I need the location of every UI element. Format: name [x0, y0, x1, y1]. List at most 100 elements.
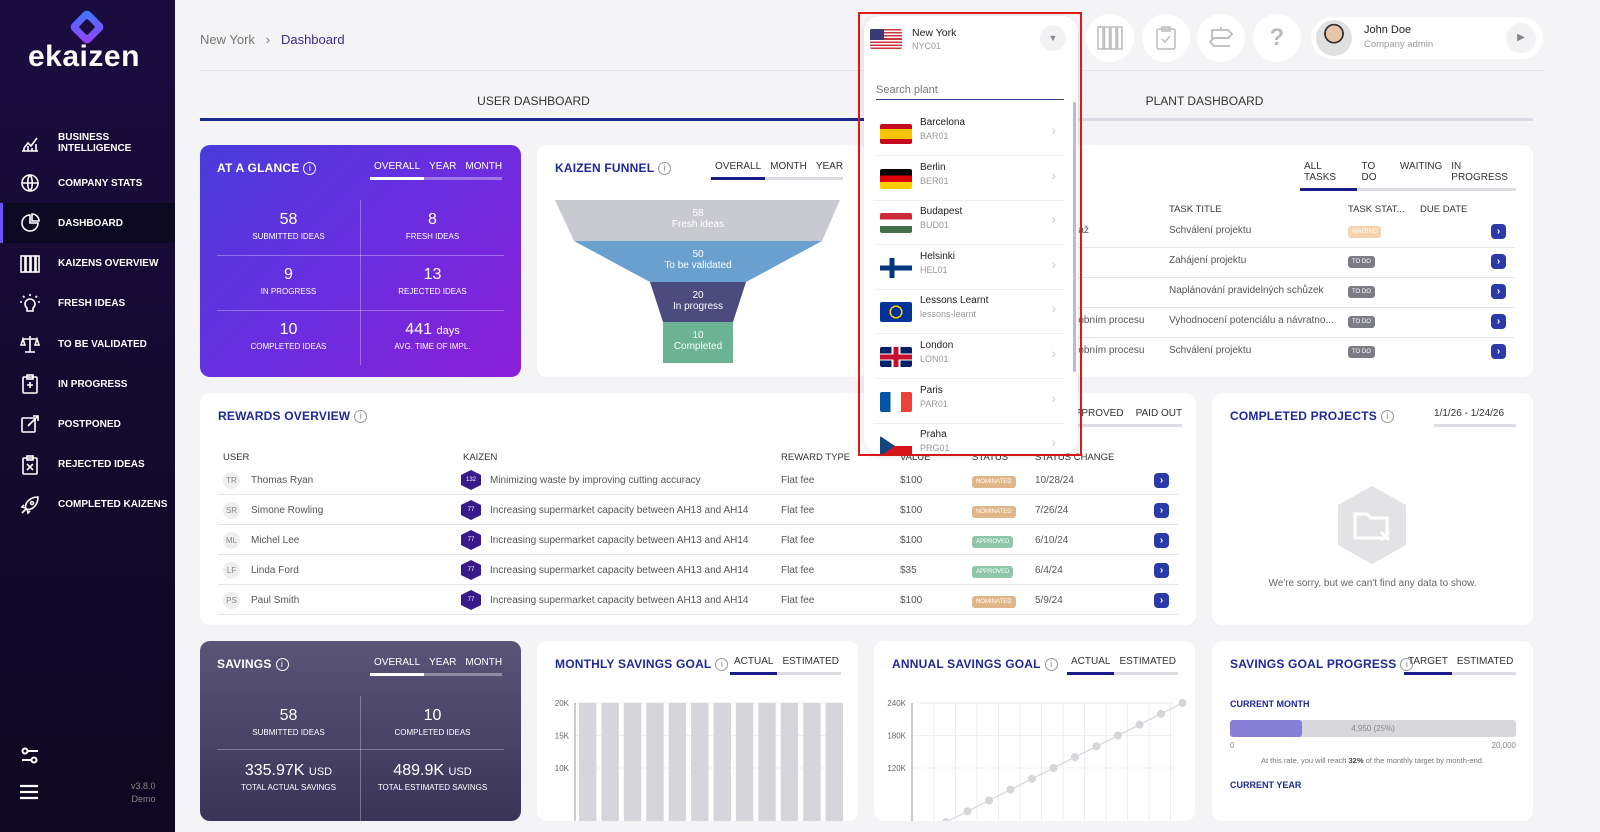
- row-divider: [1070, 337, 1515, 338]
- date-range-picker[interactable]: 1/1/26 - 1/24/26: [1434, 408, 1516, 427]
- reward-kaizen[interactable]: Increasing supermarket capacity between …: [490, 565, 749, 576]
- task-title[interactable]: Naplánování pravidelných schůzek: [1169, 285, 1324, 296]
- filter-paid-out[interactable]: PAID OUT: [1135, 408, 1183, 419]
- open-reward-button[interactable]: ›: [1154, 533, 1169, 548]
- reward-kaizen[interactable]: Increasing supermarket capacity between …: [490, 595, 749, 606]
- signpost-icon[interactable]: [1197, 14, 1245, 62]
- filter-all-tasks[interactable]: ALL TASKS: [1300, 161, 1357, 191]
- plant-option-hel01[interactable]: Helsinki HEL01 ›: [874, 245, 1064, 290]
- chevron-down-icon[interactable]: ▼: [1040, 25, 1066, 51]
- mode-actual[interactable]: ACTUAL: [1066, 656, 1115, 675]
- breadcrumb-separator: ›: [258, 32, 278, 47]
- task-title[interactable]: Zahájení projektu: [1169, 255, 1247, 266]
- kaizen-number-badge[interactable]: 77: [461, 500, 481, 520]
- filter-waiting[interactable]: WAITING: [1399, 161, 1443, 172]
- sidebar-item-kaizens-overview[interactable]: KAIZENS OVERVIEW: [0, 244, 175, 284]
- mode-actual[interactable]: ACTUAL: [729, 656, 778, 675]
- task-title[interactable]: Vyhodnocení potenciálu a návratno...: [1169, 315, 1334, 326]
- task-title[interactable]: Schválení projektu: [1169, 225, 1252, 236]
- sidebar-item-dashboard[interactable]: DASHBOARD: [0, 203, 175, 244]
- filter-approved[interactable]: APPROVED: [1068, 408, 1124, 419]
- filter-in-progress[interactable]: IN PROGRESS: [1451, 161, 1508, 183]
- filter-to-do[interactable]: TO DO: [1361, 161, 1377, 183]
- breadcrumb-parent[interactable]: New York: [200, 32, 255, 47]
- info-icon[interactable]: i: [1400, 658, 1414, 671]
- period-overall[interactable]: OVERALL: [369, 657, 425, 676]
- open-reward-button[interactable]: ›: [1154, 593, 1169, 608]
- logo[interactable]: ekaizen: [28, 40, 140, 73]
- plant-option-lon01[interactable]: London LON01 ›: [874, 334, 1064, 379]
- stat-unit: USD: [308, 766, 333, 778]
- mode-target[interactable]: TARGET: [1404, 656, 1452, 675]
- kaizen-number-badge[interactable]: 77: [461, 590, 481, 610]
- funnel-stage-name: In progress: [672, 301, 724, 312]
- task-title[interactable]: Schválení projektu: [1169, 345, 1252, 356]
- help-icon[interactable]: ?: [1253, 14, 1301, 62]
- sidebar-item-postponed[interactable]: POSTPONED: [0, 404, 175, 444]
- open-task-button[interactable]: ›: [1491, 314, 1506, 329]
- period-year[interactable]: YEAR: [429, 657, 457, 668]
- sidebar-item-in-progress[interactable]: IN PROGRESS: [0, 364, 175, 404]
- open-task-button[interactable]: ›: [1491, 254, 1506, 269]
- sidebar-item-fresh-ideas[interactable]: FRESH IDEAS: [0, 284, 175, 324]
- info-icon[interactable]: i: [1044, 658, 1058, 671]
- info-icon[interactable]: i: [303, 162, 317, 175]
- tab-plant-dashboard[interactable]: PLANT DASHBOARD: [1145, 94, 1264, 108]
- open-task-button[interactable]: ›: [1491, 224, 1506, 239]
- sidebar-item-to-be-validated[interactable]: TO BE VALIDATED: [0, 324, 175, 364]
- mode-switch: TARGET ESTIMATED: [1404, 656, 1516, 675]
- open-task-button[interactable]: ›: [1491, 284, 1506, 299]
- tab-user-dashboard[interactable]: USER DASHBOARD: [477, 94, 590, 108]
- plant-option-prg01[interactable]: Praha PRG01 ›: [874, 423, 1064, 454]
- period-overall[interactable]: OVERALL: [710, 161, 766, 180]
- plant-option-bud01[interactable]: Budapest BUD01 ›: [874, 200, 1064, 246]
- menu-icon[interactable]: [20, 784, 38, 800]
- kaizen-number-badge[interactable]: 132: [461, 470, 481, 490]
- at-a-glance-card: AT A GLANCE i OVERALL YEAR MONTH 58 SUBMIT…: [200, 145, 521, 377]
- reward-kaizen[interactable]: Minimizing waste by improving cutting ac…: [490, 475, 701, 486]
- stat-value: 58: [217, 707, 360, 725]
- info-icon[interactable]: i: [275, 658, 289, 671]
- sidebar-item-business-intelligence[interactable]: BUSINESS INTELLIGENCE: [0, 123, 175, 163]
- period-month[interactable]: MONTH: [770, 161, 807, 172]
- settings-sliders-icon[interactable]: [20, 746, 40, 766]
- search-plant-input[interactable]: [876, 80, 1064, 100]
- kaizen-number-badge[interactable]: 77: [461, 530, 481, 550]
- sidebar-item-rejected-ideas[interactable]: REJECTED IDEAS: [0, 445, 175, 485]
- period-month[interactable]: MONTH: [465, 657, 503, 668]
- stat-tile: 489.9K USD TOTAL ESTIMATED SAVINGS: [361, 762, 504, 792]
- open-reward-button[interactable]: ›: [1154, 503, 1169, 518]
- open-reward-button[interactable]: ›: [1154, 473, 1169, 488]
- info-icon[interactable]: i: [715, 658, 729, 671]
- plant-option-ber01[interactable]: Berlin BER01 ›: [874, 156, 1064, 201]
- date-range[interactable]: 1/1/26 - 1/24/26: [1434, 408, 1505, 419]
- user-menu[interactable]: John Doe Company admin ▶: [1311, 17, 1543, 59]
- period-year[interactable]: YEAR: [429, 161, 457, 172]
- kaizens-board-icon[interactable]: [1086, 14, 1134, 62]
- mode-estimated[interactable]: ESTIMATED: [1119, 656, 1176, 667]
- info-icon[interactable]: i: [658, 162, 672, 175]
- plant-option-bar01[interactable]: Barcelona BAR01 ›: [874, 111, 1064, 156]
- bar-11: [803, 703, 821, 821]
- bar-6: [691, 703, 709, 821]
- info-icon[interactable]: i: [354, 410, 368, 423]
- reward-kaizen[interactable]: Increasing supermarket capacity between …: [490, 505, 749, 516]
- period-year[interactable]: YEAR: [815, 161, 844, 172]
- plant-option-lessons-learnt[interactable]: Lessons Learnt lessons-learnt ›: [874, 289, 1064, 335]
- clipboard-check-icon[interactable]: [1142, 14, 1190, 62]
- kaizen-number-badge[interactable]: 77: [461, 560, 481, 580]
- period-month[interactable]: MONTH: [465, 161, 503, 172]
- mode-estimated[interactable]: ESTIMATED: [782, 656, 839, 667]
- chevron-right-icon[interactable]: ▶: [1506, 23, 1536, 53]
- plant-option-par01[interactable]: Paris PAR01 ›: [874, 379, 1064, 424]
- open-reward-button[interactable]: ›: [1154, 563, 1169, 578]
- info-icon[interactable]: i: [1380, 410, 1394, 423]
- reward-kaizen[interactable]: Increasing supermarket capacity between …: [490, 535, 749, 546]
- open-task-button[interactable]: ›: [1491, 344, 1506, 359]
- stat-tile: 10 COMPLETED IDEAS: [217, 321, 360, 351]
- sidebar-item-completed-kaizens[interactable]: COMPLETED KAIZENS: [0, 485, 175, 525]
- scrollbar[interactable]: [1073, 102, 1076, 372]
- sidebar-item-company-stats[interactable]: COMPANY STATS: [0, 163, 175, 203]
- mode-estimated[interactable]: ESTIMATED: [1456, 656, 1514, 667]
- period-overall[interactable]: OVERALL: [369, 161, 425, 180]
